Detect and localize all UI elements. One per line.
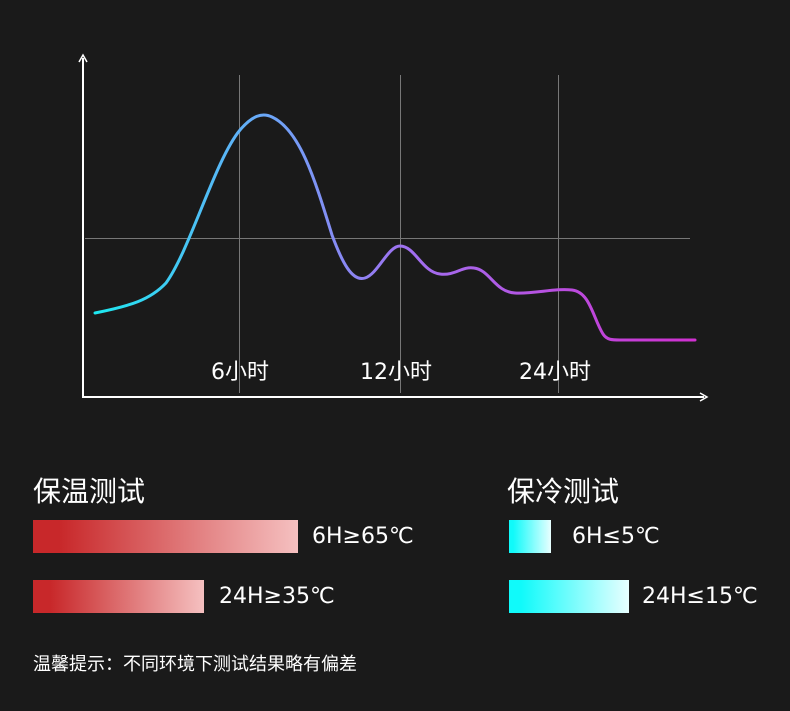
cold-6h-label: 6H≤5℃ [572, 524, 660, 549]
x-tick-12h: 12小时 [360, 360, 432, 385]
temperature-curve-chart [78, 53, 709, 402]
warm-24h-bar [33, 580, 204, 613]
cold-6h-bar [509, 520, 551, 553]
x-tick-6h: 6小时 [211, 360, 269, 385]
warm-test-title: 保温测试 [33, 475, 146, 508]
cold-24h-bar [509, 580, 629, 613]
y-axis-arrow [78, 53, 88, 63]
cold-24h-label: 24H≤15℃ [642, 584, 758, 609]
warm-6h-label: 6H≥65℃ [312, 524, 414, 549]
warm-6h-bar [33, 520, 298, 553]
temperature-curve [93, 113, 697, 342]
x-tick-24h: 24小时 [519, 360, 591, 385]
warm-24h-label: 24H≥35℃ [219, 584, 335, 609]
cold-test-title: 保冷测试 [507, 475, 620, 508]
disclaimer-note: 温馨提示：不同环境下测试结果略有偏差 [33, 654, 357, 675]
x-axis-arrow [699, 392, 709, 402]
